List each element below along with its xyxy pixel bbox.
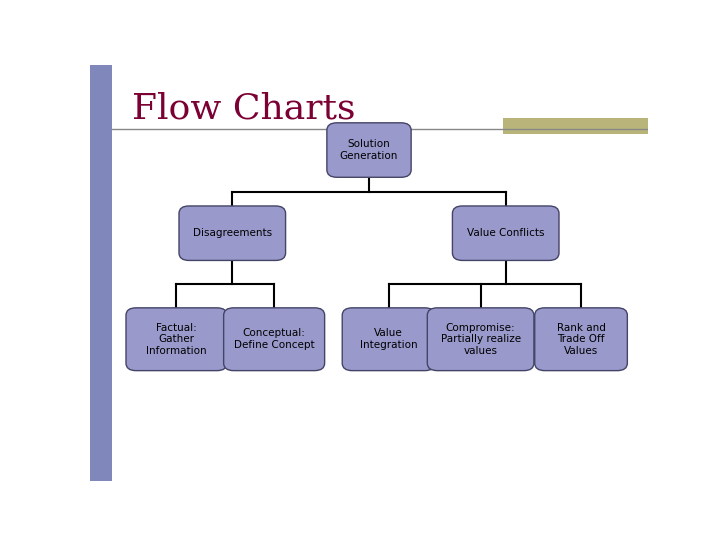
FancyBboxPatch shape (503, 118, 648, 134)
FancyBboxPatch shape (342, 308, 435, 370)
FancyBboxPatch shape (179, 206, 286, 260)
Text: Rank and
Trade Off
Values: Rank and Trade Off Values (557, 322, 606, 356)
Text: Factual:
Gather
Information: Factual: Gather Information (146, 322, 207, 356)
FancyBboxPatch shape (535, 308, 627, 370)
FancyBboxPatch shape (452, 206, 559, 260)
Text: Flow Charts: Flow Charts (132, 92, 356, 126)
FancyBboxPatch shape (327, 123, 411, 177)
Text: Value Conflicts: Value Conflicts (467, 228, 544, 238)
Text: Value
Integration: Value Integration (360, 328, 418, 350)
Text: Disagreements: Disagreements (193, 228, 272, 238)
FancyBboxPatch shape (427, 308, 534, 370)
FancyBboxPatch shape (224, 308, 325, 370)
Text: Compromise:
Partially realize
values: Compromise: Partially realize values (441, 322, 521, 356)
Text: Conceptual:
Define Concept: Conceptual: Define Concept (234, 328, 315, 350)
Text: Solution
Generation: Solution Generation (340, 139, 398, 161)
FancyBboxPatch shape (90, 65, 112, 481)
FancyBboxPatch shape (126, 308, 227, 370)
